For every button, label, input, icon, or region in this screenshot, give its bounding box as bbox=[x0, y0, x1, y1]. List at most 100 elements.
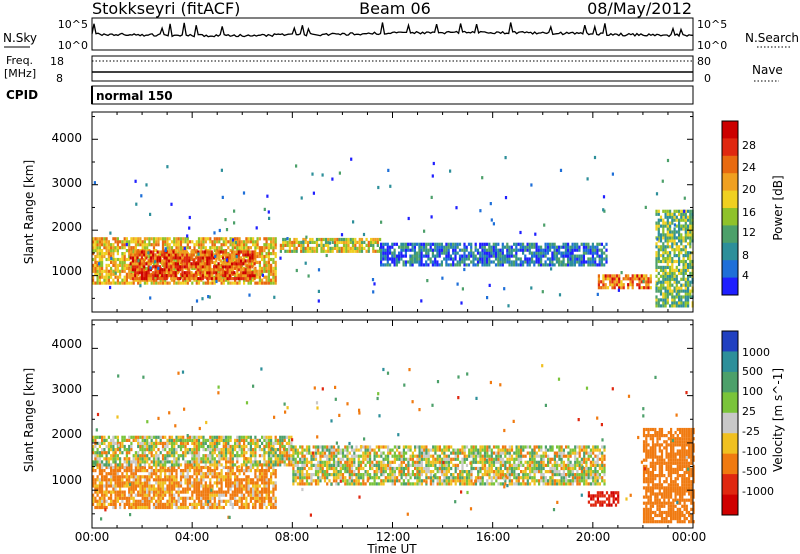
range-gate-cell bbox=[472, 254, 475, 258]
range-gate-cell bbox=[555, 260, 558, 264]
range-gate-cell bbox=[148, 490, 151, 494]
range-gate-cell bbox=[152, 463, 156, 467]
range-gate-cell bbox=[682, 227, 685, 231]
range-gate-cell bbox=[244, 262, 247, 266]
range-gate-cell bbox=[240, 444, 243, 449]
range-gate-cell bbox=[253, 256, 256, 260]
range-gate-cell bbox=[490, 260, 493, 264]
range-gate-cell bbox=[149, 296, 152, 300]
range-gate-cell bbox=[644, 205, 647, 209]
range-gate-cell bbox=[225, 258, 228, 262]
range-gate-cell bbox=[267, 463, 270, 467]
range-gate-cell bbox=[229, 463, 232, 467]
range-gate-cell bbox=[380, 263, 383, 267]
range-gate-cell bbox=[567, 260, 570, 264]
range-gate-cell bbox=[121, 490, 124, 494]
range-gate-cell bbox=[139, 454, 142, 458]
range-gate-cell bbox=[587, 251, 590, 255]
range-gate-cell bbox=[146, 444, 149, 449]
range-gate-cell bbox=[263, 269, 266, 273]
range-gate-cell bbox=[272, 505, 275, 510]
range-gate-cell bbox=[105, 438, 108, 442]
range-gate-cell bbox=[267, 254, 270, 259]
range-gate-cell bbox=[101, 496, 104, 500]
range-gate-cell bbox=[358, 249, 361, 253]
range-gate-cell bbox=[146, 454, 149, 458]
range-gate-cell bbox=[197, 478, 201, 482]
range-gate-cell bbox=[161, 274, 164, 278]
range-gate-cell bbox=[467, 254, 471, 258]
range-gate-cell bbox=[200, 490, 203, 494]
power-ylabel: Slant Range [km] bbox=[22, 160, 36, 264]
range-gate-cell bbox=[373, 282, 376, 286]
range-gate-cell bbox=[684, 239, 687, 243]
range-gate-cell bbox=[553, 263, 556, 267]
range-gate-cell bbox=[173, 463, 176, 467]
range-gate-cell bbox=[481, 251, 484, 255]
range-gate-cell bbox=[210, 259, 213, 263]
range-gate-cell bbox=[235, 277, 238, 281]
range-gate-cell bbox=[134, 505, 137, 510]
range-gate-cell bbox=[657, 239, 660, 243]
range-gate-cell bbox=[281, 454, 284, 458]
range-gate-cell bbox=[564, 254, 567, 258]
range-gate-cell bbox=[317, 289, 320, 293]
range-gate-cell bbox=[678, 254, 681, 258]
range-gate-cell bbox=[121, 481, 124, 485]
range-gate-cell bbox=[689, 221, 692, 225]
range-gate-cell bbox=[666, 289, 669, 293]
range-gate-cell bbox=[105, 257, 108, 262]
range-gate-cell bbox=[251, 274, 254, 278]
range-gate-cell bbox=[372, 243, 375, 247]
range-gate-cell bbox=[249, 277, 252, 281]
range-gate-cell bbox=[174, 274, 177, 278]
range-gate-cell bbox=[123, 484, 126, 488]
range-gate-cell bbox=[267, 438, 270, 442]
range-gate-cell bbox=[675, 304, 678, 308]
range-gate-cell bbox=[305, 457, 309, 461]
range-gate-cell bbox=[148, 435, 151, 439]
range-gate-cell bbox=[123, 493, 126, 497]
range-gate-cell bbox=[522, 263, 525, 267]
range-gate-cell bbox=[302, 246, 305, 250]
range-gate-cell bbox=[166, 487, 169, 491]
range-gate-cell bbox=[258, 263, 261, 267]
range-gate-cell bbox=[152, 259, 155, 263]
range-gate-cell bbox=[258, 472, 261, 476]
range-gate-cell bbox=[285, 454, 288, 458]
range-gate-cell bbox=[191, 281, 194, 285]
range-gate-cell bbox=[267, 441, 270, 445]
range-gate-cell bbox=[245, 237, 248, 241]
range-gate-cell bbox=[425, 242, 428, 246]
range-gate-cell bbox=[177, 249, 180, 253]
range-gate-cell bbox=[537, 251, 540, 255]
range-gate-cell bbox=[110, 478, 113, 482]
range-gate-cell bbox=[179, 448, 183, 452]
range-gate-cell bbox=[669, 212, 672, 216]
range-gate-cell bbox=[123, 448, 126, 452]
range-gate-cell bbox=[350, 482, 354, 486]
range-gate-cell bbox=[147, 268, 150, 272]
range-gate-cell bbox=[209, 246, 212, 250]
range-gate-cell bbox=[163, 274, 166, 278]
range-gate-cell bbox=[193, 454, 196, 458]
range-gate-cell bbox=[168, 472, 171, 476]
range-gate-cell bbox=[208, 274, 211, 278]
range-gate-cell bbox=[386, 257, 389, 261]
range-gate-cell bbox=[147, 262, 150, 266]
range-gate-cell bbox=[240, 435, 243, 439]
range-gate-cell bbox=[197, 252, 200, 256]
power-ytick-1000: 1000 bbox=[51, 264, 82, 278]
range-gate-cell bbox=[173, 465, 176, 470]
range-gate-cell bbox=[134, 454, 137, 458]
range-gate-cell bbox=[132, 281, 135, 285]
range-gate-cell bbox=[191, 460, 194, 464]
range-gate-cell bbox=[227, 481, 230, 485]
range-gate-cell bbox=[393, 260, 396, 264]
range-gate-cell bbox=[680, 277, 683, 281]
range-gate-cell bbox=[655, 242, 658, 246]
range-gate-cell bbox=[231, 472, 234, 476]
range-gate-cell bbox=[274, 451, 277, 455]
range-gate-cell bbox=[136, 256, 139, 260]
range-gate-cell bbox=[310, 476, 313, 480]
